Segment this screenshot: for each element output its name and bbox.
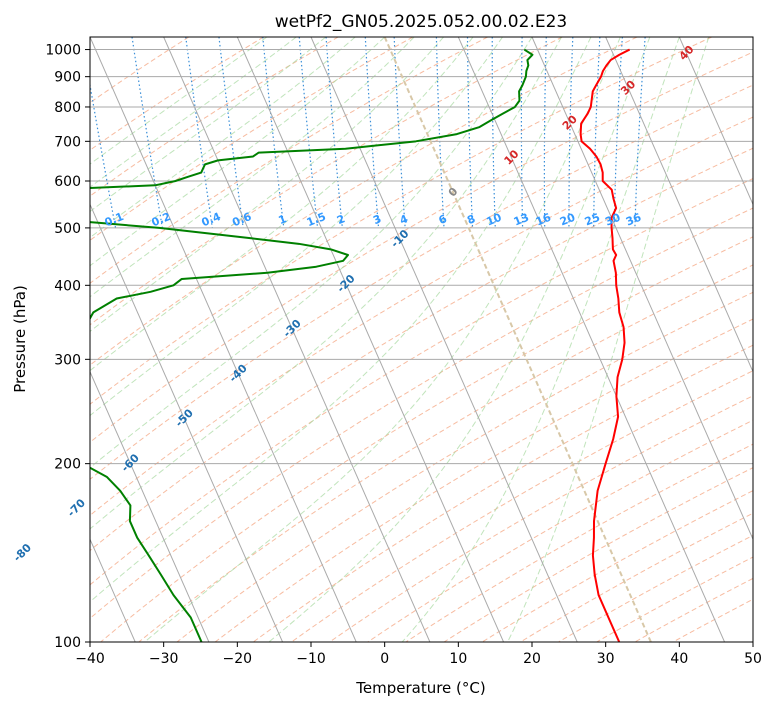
y-tick-label: 700 bbox=[54, 134, 81, 150]
x-tick-label: 10 bbox=[449, 651, 467, 667]
y-tick-label: 900 bbox=[54, 70, 81, 86]
dry-adiabat bbox=[90, 37, 563, 326]
x-tick-label: −20 bbox=[223, 651, 253, 667]
moist-adiabat bbox=[90, 37, 503, 417]
mixing-ratio-line bbox=[298, 37, 319, 228]
moist-adiabat bbox=[90, 37, 444, 333]
x-tick-label: 30 bbox=[597, 651, 615, 667]
isotherm bbox=[531, 37, 753, 541]
dry-adiabat bbox=[90, 37, 638, 366]
mixing-ratio-label: 36 bbox=[624, 211, 643, 229]
dry-adiabat bbox=[176, 291, 753, 642]
sounding-series bbox=[90, 48, 631, 642]
x-axis-label: Temperature (°C) bbox=[355, 679, 485, 697]
y-tick-label: 800 bbox=[54, 100, 81, 116]
moist-adiabat bbox=[90, 37, 386, 267]
dry-adiabat bbox=[214, 318, 753, 642]
x-tick-label: −40 bbox=[75, 651, 105, 667]
dry-adiabat bbox=[90, 177, 753, 586]
y-tick-label: 300 bbox=[54, 352, 81, 368]
plot-frame bbox=[89, 36, 754, 643]
dry-adiabat bbox=[90, 116, 753, 517]
moist-adiabat bbox=[90, 37, 356, 239]
mixing-ratio-line bbox=[218, 37, 244, 228]
y-tick-label: 600 bbox=[54, 174, 81, 190]
isotherm bbox=[90, 370, 210, 642]
zero-isotherm bbox=[383, 37, 652, 642]
isotherm bbox=[90, 203, 284, 642]
isotherms bbox=[90, 37, 753, 642]
x-tick-label: 40 bbox=[670, 651, 688, 667]
x-tick-label: −30 bbox=[149, 651, 179, 667]
x-tick-label: 50 bbox=[744, 651, 762, 667]
y-tick-label: 200 bbox=[54, 457, 81, 473]
moist-adiabat bbox=[507, 37, 710, 642]
chart-title: wetPf2_GN05.2025.052.00.02.E23 bbox=[275, 12, 567, 32]
moist-adiabat bbox=[268, 37, 651, 642]
isotherm bbox=[236, 37, 505, 642]
dry-adiabat bbox=[90, 84, 753, 480]
moist-adiabat bbox=[90, 37, 533, 469]
mixing-ratio-label: 2 bbox=[335, 212, 347, 227]
dry-adiabat bbox=[90, 37, 712, 405]
moist-adiabat bbox=[90, 37, 474, 372]
mixing-ratio-label: 8 bbox=[465, 212, 477, 227]
y-tick-label: 1000 bbox=[45, 43, 81, 59]
dry-adiabat bbox=[252, 344, 753, 642]
mixing-ratio-line bbox=[185, 37, 213, 228]
x-tick-label: 20 bbox=[523, 651, 541, 667]
mixing-ratio-line bbox=[325, 37, 343, 228]
dry-adiabat bbox=[519, 512, 753, 642]
dewpoint-line bbox=[90, 48, 534, 642]
mixing-ratio-label: 16 bbox=[534, 211, 553, 229]
temperature-line bbox=[579, 48, 631, 642]
moist-adiabat bbox=[401, 37, 680, 642]
isotherm bbox=[457, 37, 726, 642]
y-tick-label: 400 bbox=[54, 278, 81, 294]
mixing-ratio-label: 30 bbox=[603, 211, 622, 229]
isotherm bbox=[605, 37, 753, 374]
isotherm bbox=[163, 37, 431, 642]
isotherm bbox=[678, 37, 753, 206]
dry-adiabat bbox=[90, 37, 339, 197]
mixing-ratio-label: 13 bbox=[512, 211, 531, 229]
x-tick-label: 0 bbox=[380, 651, 389, 667]
dry-adiabat bbox=[90, 37, 488, 284]
mixing-ratio-label: 3 bbox=[371, 212, 383, 227]
moist-adiabat bbox=[90, 37, 562, 530]
dry-adiabat bbox=[328, 395, 753, 642]
x-tick-label: −10 bbox=[296, 651, 326, 667]
moist-adiabat bbox=[90, 37, 327, 213]
isotherm bbox=[310, 37, 578, 642]
plot-area bbox=[90, 37, 753, 642]
dry-adiabats bbox=[90, 37, 753, 642]
mixing-ratio-label: 10 bbox=[484, 211, 503, 229]
mixing-ratio-line bbox=[262, 37, 285, 228]
dry-adiabat bbox=[90, 37, 414, 241]
mixing-ratio-label: 20 bbox=[558, 211, 577, 229]
isotherm bbox=[90, 537, 136, 642]
isotherm bbox=[90, 37, 357, 642]
dry-adiabat bbox=[99, 236, 753, 642]
y-tick-label: 100 bbox=[54, 635, 81, 651]
moist-adiabat bbox=[144, 37, 621, 642]
y-axis-label: Pressure (hPa) bbox=[11, 285, 29, 393]
moist-adiabat bbox=[90, 37, 592, 603]
mixing-ratio-label: 1 bbox=[277, 212, 289, 227]
mixing-ratio-label: 25 bbox=[583, 211, 602, 229]
axes: −40 −30 −20 −10 0 10 20 30 40 50 1000 900 800 700 600 5… bbox=[45, 43, 762, 667]
dry-adiabat bbox=[557, 534, 753, 642]
dry-adiabat bbox=[481, 490, 753, 642]
y-tick-label: 500 bbox=[54, 221, 81, 237]
dry-adiabat bbox=[366, 419, 753, 642]
